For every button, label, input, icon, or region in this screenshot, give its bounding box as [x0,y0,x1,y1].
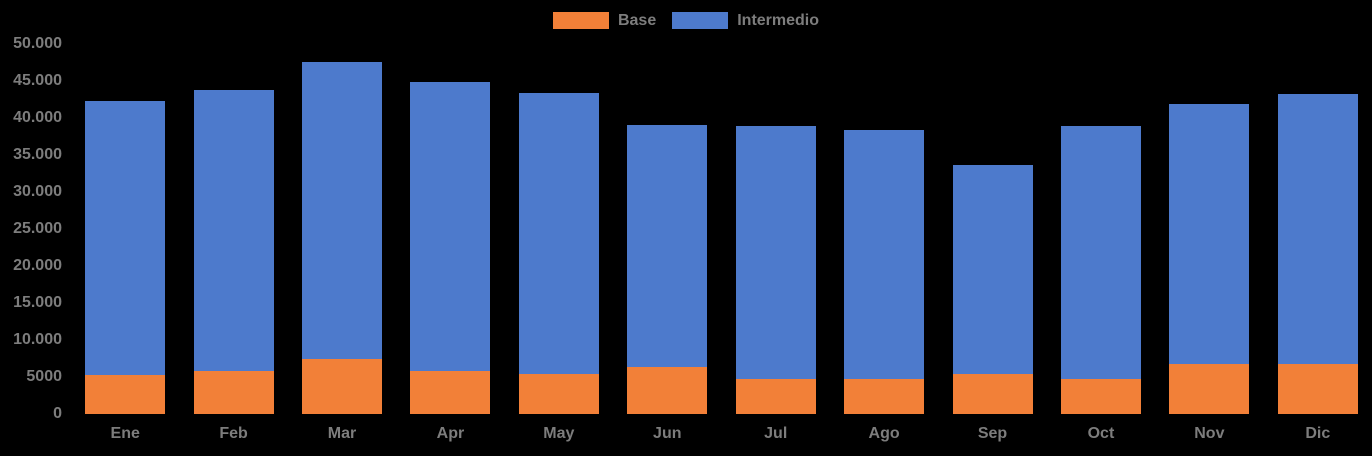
segment-intermedio [518,92,599,375]
segment-intermedio [302,61,383,360]
x-tick-label-sep: Sep [977,425,1008,442]
plot-area [71,44,1372,414]
bar-jun [627,125,708,414]
x-tick-label-may: May [543,425,575,442]
legend-label-intermedio: Intermedio [737,12,820,29]
segment-intermedio [844,129,925,380]
x-tick-label-ene: Ene [110,425,140,442]
segment-base [302,359,383,414]
y-tick-label: 0 [53,405,62,422]
segment-base [1277,363,1358,414]
y-tick-label: 40.000 [13,109,62,126]
segment-intermedio [193,89,274,372]
bar-ene [85,100,166,414]
bar-dic [1277,93,1358,414]
legend-swatch-intermedio [672,12,729,29]
bar-ago [844,129,925,414]
y-axis-tick-labels: 0 5000 10.000 15.000 20.000 25.000 30.000 35.00… [0,0,62,456]
x-tick-label-dic: Dic [1305,425,1331,442]
chart-legend: Base Intermedio [0,12,1372,29]
y-tick-label: 20.000 [13,257,62,274]
y-tick-label: 30.000 [13,183,62,200]
segment-base [410,371,491,414]
y-tick-label: 45.000 [13,72,62,89]
segment-intermedio [627,125,708,367]
segment-base [85,374,166,414]
segment-intermedio [1277,93,1358,364]
bar-feb [193,89,274,414]
segment-base [735,379,816,414]
segment-intermedio [1169,103,1250,364]
bar-sep [952,164,1033,414]
legend-swatch-base [552,12,609,29]
legend-item-intermedio: Intermedio [672,12,819,29]
legend-item-base: Base [552,12,657,29]
segment-base [193,371,274,414]
segment-base [1169,363,1250,414]
bar-apr [410,81,491,414]
segment-base [844,379,925,414]
x-tick-label-apr: Apr [436,425,465,442]
x-tick-label-nov: Nov [1194,425,1225,442]
bar-mar [302,61,383,414]
bar-jul [735,126,816,414]
segment-intermedio [1060,126,1141,380]
x-tick-label-ago: Ago [868,425,900,442]
segment-base [1060,379,1141,414]
y-tick-label: 50.000 [13,35,62,52]
segment-intermedio [410,81,491,372]
legend-label-base: Base [617,12,657,29]
bar-nov [1169,103,1250,414]
segment-intermedio [735,126,816,380]
segment-base [627,366,708,414]
x-tick-label-feb: Feb [219,425,248,442]
bar-may [518,92,599,414]
segment-base [952,374,1033,414]
y-tick-label: 15.000 [13,294,62,311]
y-tick-label: 25.000 [13,220,62,237]
x-tick-label-jul: Jul [764,425,788,442]
segment-base [518,374,599,414]
x-tick-label-oct: Oct [1087,425,1115,442]
bar-oct [1060,126,1141,414]
x-tick-label-jun: Jun [653,425,682,442]
x-tick-label-mar: Mar [327,425,357,442]
y-tick-label: 35.000 [13,146,62,163]
segment-intermedio [85,100,166,375]
segment-intermedio [952,164,1033,375]
x-axis-category-labels: Ene Feb Mar Apr May Jun Jul Ago Sep Oct Nov Dic [71,424,1372,446]
y-tick-label: 10.000 [13,331,62,348]
y-tick-label: 5000 [26,368,62,385]
